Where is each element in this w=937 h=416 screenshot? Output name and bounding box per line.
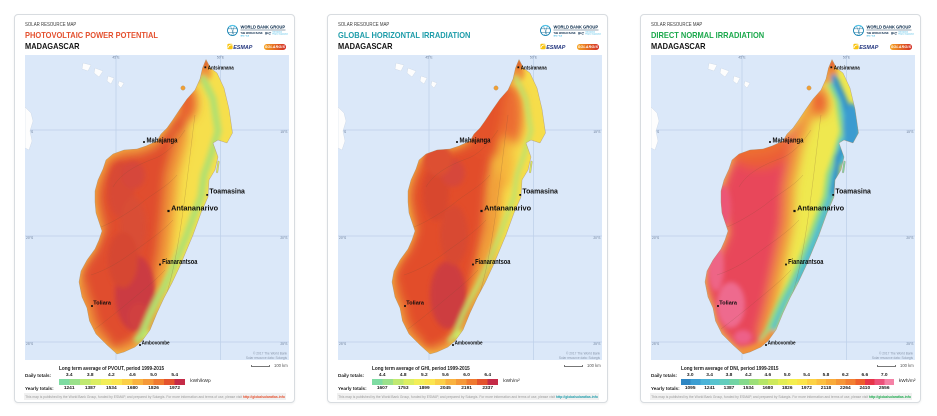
svg-text:ESMAP: ESMAP xyxy=(233,45,253,50)
svg-text:Toliara: Toliara xyxy=(93,301,111,307)
svg-text:45°E: 45°E xyxy=(112,56,120,60)
svg-text:50°E: 50°E xyxy=(530,56,538,60)
svg-text:Antananarivo: Antananarivo xyxy=(171,204,218,213)
svg-text:IBRD • IDA: IBRD • IDA xyxy=(867,34,876,37)
svg-text:Toamasina: Toamasina xyxy=(522,189,558,196)
svg-text:20°S: 20°S xyxy=(26,236,34,240)
svg-text:IFC: IFC xyxy=(891,31,897,35)
svg-text:Finance Corporation: Finance Corporation xyxy=(899,32,914,35)
svg-text:Mahajanga: Mahajanga xyxy=(460,137,491,144)
svg-text:THE WORLD BANK: THE WORLD BANK xyxy=(554,32,576,35)
svg-text:IBRD • IDA: IBRD • IDA xyxy=(241,34,250,37)
svg-text:Antsiranana: Antsiranana xyxy=(521,65,548,71)
svg-text:20°S: 20°S xyxy=(339,236,347,240)
svg-text:25°S: 25°S xyxy=(593,342,601,346)
svg-text:International: International xyxy=(273,30,283,33)
svg-text:25°S: 25°S xyxy=(652,342,660,346)
svg-text:45°E: 45°E xyxy=(425,56,433,60)
svg-text:Fianarantsoa: Fianarantsoa xyxy=(788,259,823,266)
svg-text:Solar resource data: Solargis: Solar resource data: Solargis xyxy=(559,356,601,360)
svg-text:50°E: 50°E xyxy=(843,56,851,60)
svg-text:45°E: 45°E xyxy=(738,56,746,60)
svg-text:Antananarivo: Antananarivo xyxy=(797,204,844,213)
svg-text:50°E: 50°E xyxy=(217,56,225,60)
svg-text:© 2017 The World Bank: © 2017 The World Bank xyxy=(566,352,600,356)
svg-text:WORLD BANK GROUP: WORLD BANK GROUP xyxy=(867,24,912,29)
svg-text:15°S: 15°S xyxy=(593,130,601,134)
svg-text:15°S: 15°S xyxy=(906,130,914,134)
svg-text:Finance Corporation: Finance Corporation xyxy=(273,32,288,35)
svg-text:ESMAP: ESMAP xyxy=(859,45,879,50)
svg-text:Finance Corporation: Finance Corporation xyxy=(586,32,601,35)
svg-text:25°S: 25°S xyxy=(26,342,34,346)
svg-text:© 2017 The World Bank: © 2017 The World Bank xyxy=(879,352,913,356)
svg-text:International: International xyxy=(586,30,596,33)
svg-text:IFC: IFC xyxy=(265,31,271,35)
svg-text:25°S: 25°S xyxy=(339,342,347,346)
svg-text:Antsiranana: Antsiranana xyxy=(208,65,235,71)
svg-text:Mahajanga: Mahajanga xyxy=(147,137,178,144)
svg-text:Ambovombe: Ambovombe xyxy=(455,341,483,347)
svg-text:20°S: 20°S xyxy=(280,236,288,240)
svg-text:20°S: 20°S xyxy=(593,236,601,240)
svg-text:Toliara: Toliara xyxy=(406,301,424,307)
svg-text:25°S: 25°S xyxy=(280,342,288,346)
svg-text:Antananarivo: Antananarivo xyxy=(484,204,531,213)
svg-text:© 2017 The World Bank: © 2017 The World Bank xyxy=(253,352,287,356)
svg-text:ESMAP: ESMAP xyxy=(546,45,566,50)
svg-text:IBRD • IDA: IBRD • IDA xyxy=(554,34,563,37)
svg-text:Toamasina: Toamasina xyxy=(209,189,245,196)
svg-text:WORLD BANK GROUP: WORLD BANK GROUP xyxy=(241,24,286,29)
svg-text:IFC: IFC xyxy=(578,31,584,35)
svg-text:Antsiranana: Antsiranana xyxy=(834,65,861,71)
svg-text:Toliara: Toliara xyxy=(719,301,737,307)
svg-text:15°S: 15°S xyxy=(280,130,288,134)
svg-text:THE WORLD BANK: THE WORLD BANK xyxy=(241,32,263,35)
svg-text:20°S: 20°S xyxy=(906,236,914,240)
svg-text:International: International xyxy=(899,30,909,33)
svg-text:Fianarantsoa: Fianarantsoa xyxy=(162,259,197,266)
svg-text:Mahajanga: Mahajanga xyxy=(773,137,804,144)
svg-text:Solar resource data: Solargis: Solar resource data: Solargis xyxy=(872,356,914,360)
svg-text:Solar resource data: Solargis: Solar resource data: Solargis xyxy=(246,356,288,360)
svg-text:Fianarantsoa: Fianarantsoa xyxy=(475,259,510,266)
svg-text:Ambovombe: Ambovombe xyxy=(142,341,170,347)
svg-text:THE WORLD BANK: THE WORLD BANK xyxy=(867,32,889,35)
svg-text:WORLD BANK GROUP: WORLD BANK GROUP xyxy=(554,24,599,29)
svg-text:Toamasina: Toamasina xyxy=(835,189,871,196)
svg-text:Ambovombe: Ambovombe xyxy=(768,341,796,347)
svg-text:25°S: 25°S xyxy=(906,342,914,346)
svg-text:20°S: 20°S xyxy=(652,236,660,240)
